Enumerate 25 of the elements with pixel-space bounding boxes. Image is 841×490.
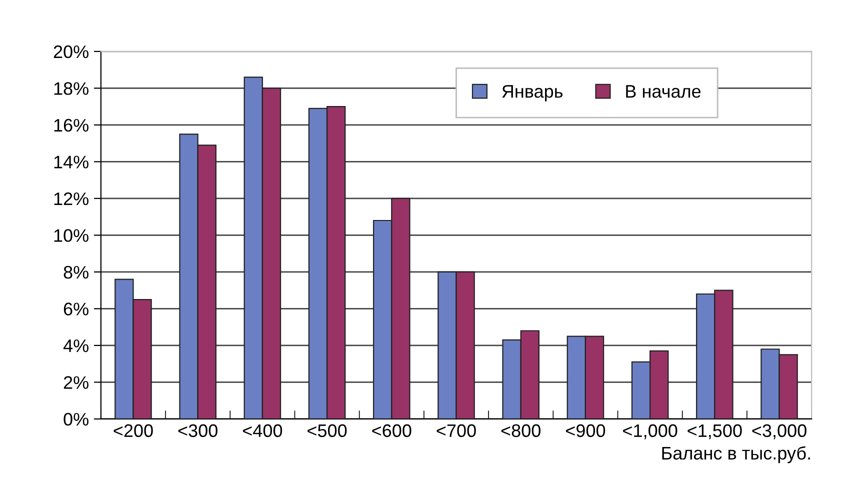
y-tick-label: 20% [54, 45, 88, 58]
x-tick-label: <1,000 [623, 424, 678, 440]
y-tick-label: 16% [54, 118, 88, 132]
x-tick-label: <200 [114, 424, 153, 438]
x-tick-label: <1,500 [688, 424, 742, 440]
y-tick-label: 12% [54, 192, 88, 206]
legend-label: В начале [626, 85, 701, 98]
legend-label: Январь [502, 85, 563, 102]
y-tick-label: 8% [64, 266, 88, 279]
x-tick-label: <500 [308, 424, 347, 438]
y-tick-label: 14% [54, 156, 88, 168]
y-tick-label: 6% [64, 302, 88, 316]
y-tick-label: 10% [54, 229, 88, 242]
x-tick-label: <700 [436, 424, 476, 438]
x-tick-label: <300 [178, 424, 218, 438]
y-tick-label: 4% [63, 339, 88, 352]
y-tick-label: 2% [64, 376, 88, 389]
y-tick-label: 0% [64, 412, 88, 426]
x-tick-label: <900 [566, 424, 606, 438]
x-tick-label: <800 [501, 424, 540, 438]
y-tick-label: 18% [54, 82, 88, 95]
x-tick-label: <3,000 [752, 424, 806, 440]
x-tick-label: <600 [372, 424, 412, 438]
x-axis-title: Баланс в тыс.руб. [662, 446, 810, 464]
x-tick-label: <400 [242, 424, 282, 438]
